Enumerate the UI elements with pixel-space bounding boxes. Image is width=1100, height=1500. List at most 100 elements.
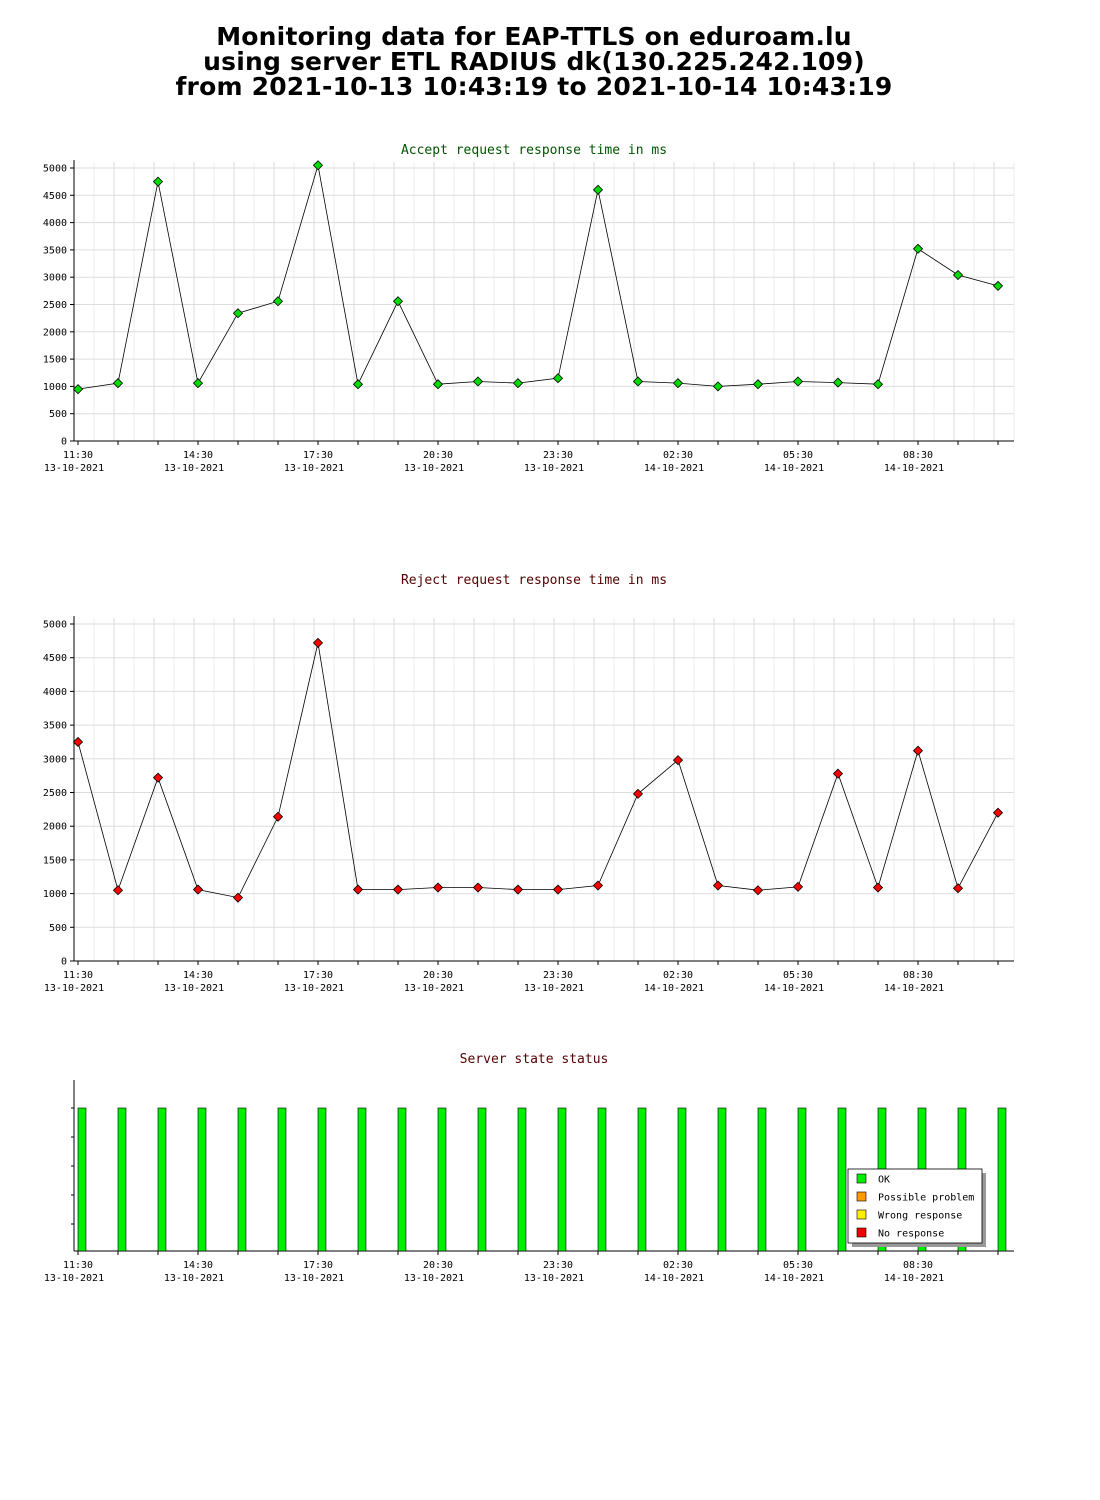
x-tick-date: 13-10-2021 [164, 983, 224, 994]
status-bar [557, 1107, 567, 1252]
x-tick-date: 14-10-2021 [764, 1273, 824, 1284]
data-point [552, 373, 564, 384]
status-bar [477, 1107, 487, 1252]
x-tick-date: 14-10-2021 [884, 463, 944, 474]
data-point [312, 637, 324, 648]
data-point [592, 184, 604, 195]
y-tick-label: 1000 [43, 889, 67, 900]
data-point [672, 378, 684, 389]
data-point [592, 880, 604, 891]
x-tick-time: 08:30 [903, 970, 933, 981]
y-tick-label: 5000 [43, 620, 67, 631]
x-tick-time: 17:30 [303, 1260, 333, 1271]
data-point [832, 768, 844, 779]
legend-swatch [856, 1173, 867, 1184]
data-point [272, 296, 284, 307]
x-tick-time: 23:30 [543, 450, 573, 461]
status-bar [797, 1107, 807, 1252]
y-tick-label: 4500 [43, 191, 67, 202]
y-tick-label: 500 [49, 923, 67, 934]
x-tick-time: 02:30 [663, 970, 693, 981]
y-tick-label: 2000 [43, 327, 67, 338]
data-point [312, 160, 324, 171]
accept-chart: Accept request response time in ms 0 500 10… [43, 143, 1015, 474]
chart-title: Reject request response time in ms [401, 573, 667, 588]
data-point [192, 378, 204, 389]
x-tick-date: 13-10-2021 [404, 1273, 464, 1284]
x-tick-time: 11:30 [63, 970, 93, 981]
x-tick-time: 14:30 [183, 970, 213, 981]
y-tick-label: 1500 [43, 355, 67, 366]
y-tick-label: 5000 [43, 164, 67, 175]
data-point [232, 308, 244, 319]
data-point [632, 376, 644, 387]
legend-swatch [856, 1209, 867, 1220]
y-tick-label: 4000 [43, 687, 67, 698]
status-bar [397, 1107, 407, 1252]
x-tick-date: 14-10-2021 [764, 983, 824, 994]
y-tick-label: 4000 [43, 218, 67, 229]
data-point [352, 379, 364, 390]
data-point [952, 269, 964, 281]
data-point [912, 243, 924, 254]
data-point [192, 884, 204, 895]
legend-swatch [856, 1227, 867, 1238]
y-tick-label: 2500 [43, 788, 67, 799]
status-bar [597, 1107, 607, 1252]
x-tick-date: 13-10-2021 [164, 1273, 224, 1284]
x-tick-time: 23:30 [543, 1260, 573, 1271]
status-bar [437, 1107, 447, 1252]
data-point [352, 884, 364, 895]
status-bar [117, 1107, 127, 1252]
x-tick-date: 13-10-2021 [44, 1273, 104, 1284]
x-tick-time: 05:30 [783, 1260, 813, 1271]
legend-box [847, 1168, 983, 1244]
data-point [432, 379, 444, 390]
x-tick-date: 14-10-2021 [644, 463, 704, 474]
chart-title: Accept request response time in ms [401, 143, 667, 158]
title-line-1: Monitoring data for EAP-TTLS on eduroam.… [216, 22, 852, 51]
x-tick-date: 13-10-2021 [524, 983, 584, 994]
status-bar [157, 1107, 167, 1252]
data-point [112, 378, 124, 389]
status-bar [837, 1107, 847, 1252]
x-tick-time: 20:30 [423, 1260, 453, 1271]
data-point [912, 745, 924, 756]
y-tick-label: 1500 [43, 855, 67, 866]
y-tick-label: 1000 [43, 382, 67, 393]
status-bar [997, 1107, 1007, 1252]
x-tick-time: 20:30 [423, 450, 453, 461]
x-tick-date: 14-10-2021 [884, 1273, 944, 1284]
x-tick-date: 13-10-2021 [44, 463, 104, 474]
y-tick-label: 3000 [43, 273, 67, 284]
data-point [552, 884, 564, 895]
x-tick-time: 08:30 [903, 1260, 933, 1271]
data-point [72, 384, 84, 395]
data-point [712, 880, 724, 891]
y-tick-label: 3500 [43, 721, 67, 732]
data-point [992, 280, 1004, 292]
x-tick-date: 14-10-2021 [644, 983, 704, 994]
x-tick-time: 17:30 [303, 970, 333, 981]
x-tick-date: 14-10-2021 [764, 463, 824, 474]
x-tick-time: 05:30 [783, 970, 813, 981]
data-point [392, 296, 404, 307]
data-point [792, 376, 804, 387]
x-tick-time: 02:30 [663, 450, 693, 461]
status-bar [357, 1107, 367, 1252]
x-tick-date: 13-10-2021 [404, 983, 464, 994]
x-tick-date: 14-10-2021 [884, 983, 944, 994]
y-tick-label: 2500 [43, 300, 67, 311]
status-bar [197, 1107, 207, 1252]
title-line-3: from 2021-10-13 10:43:19 to 2021-10-14 1… [175, 72, 893, 101]
data-point [152, 772, 164, 783]
data-point [752, 885, 764, 896]
x-tick-time: 05:30 [783, 450, 813, 461]
x-tick-date: 13-10-2021 [164, 463, 224, 474]
y-tick-label: 3500 [43, 245, 67, 256]
status-bar [717, 1107, 727, 1252]
x-tick-time: 08:30 [903, 450, 933, 461]
status-bar [517, 1107, 527, 1252]
x-tick-date: 13-10-2021 [284, 463, 344, 474]
